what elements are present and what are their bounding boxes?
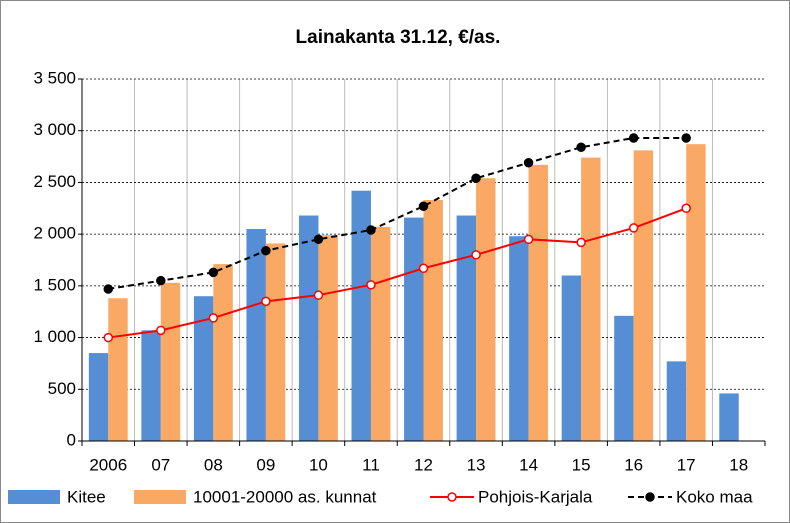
y-tick-label: 1 000 — [33, 327, 76, 346]
bar — [581, 157, 601, 441]
line-marker — [156, 325, 166, 336]
line-marker — [628, 223, 639, 233]
x-tick-label: 12 — [414, 455, 433, 474]
line-marker — [313, 234, 324, 245]
x-tick-label: 16 — [624, 455, 643, 474]
line-marker — [523, 234, 534, 245]
bar — [614, 315, 634, 441]
legend-label: 10001-20000 as. kunnat — [193, 487, 377, 506]
series-line — [108, 207, 687, 339]
x-tick-label: 09 — [256, 455, 275, 474]
bar — [193, 296, 214, 441]
line-marker — [471, 250, 481, 260]
bar — [88, 353, 109, 441]
bar — [141, 330, 161, 441]
line-marker — [103, 284, 114, 294]
line-marker — [366, 280, 376, 290]
line-marker — [418, 263, 429, 274]
bar — [686, 144, 706, 441]
x-tick-label: 11 — [362, 455, 380, 474]
x-tick-label: 2006 — [89, 455, 127, 474]
x-tick-label: 18 — [729, 455, 748, 474]
line-marker — [156, 275, 166, 286]
line-marker — [471, 173, 481, 184]
bar — [528, 164, 549, 442]
bar — [666, 361, 687, 441]
y-tick-label: 500 — [48, 379, 76, 398]
x-tick-label: 17 — [677, 455, 696, 474]
line-marker — [208, 267, 219, 278]
legend-marker — [447, 492, 457, 502]
bar — [108, 298, 128, 441]
y-tick-label: 3 000 — [33, 120, 76, 139]
legend-label: Kitee — [67, 487, 106, 506]
y-tick-label: 2 500 — [33, 172, 76, 191]
bar — [298, 215, 319, 441]
line-marker — [681, 203, 691, 214]
bar — [318, 235, 338, 441]
y-tick-label: 1 500 — [33, 275, 76, 294]
bar — [351, 190, 371, 441]
x-tick-label: 13 — [467, 455, 486, 474]
line-marker — [103, 332, 114, 343]
line-marker — [208, 313, 219, 323]
bar — [719, 393, 739, 441]
bar — [160, 282, 181, 441]
legend-marker — [645, 492, 655, 502]
legend-swatch — [8, 490, 60, 504]
line-marker — [576, 142, 586, 153]
legend-label: Koko maa — [676, 487, 753, 506]
bar — [456, 215, 477, 441]
line-marker — [366, 225, 376, 235]
line-marker — [681, 133, 691, 143]
bar — [509, 236, 529, 441]
chart-title: Lainakanta 31.12, €/as. — [296, 27, 501, 48]
line-marker — [576, 237, 586, 248]
line-marker — [418, 201, 429, 211]
bar — [423, 200, 443, 441]
x-tick-label: 10 — [309, 455, 328, 474]
line-marker — [261, 245, 271, 256]
bar — [213, 264, 233, 441]
bar — [633, 150, 654, 441]
x-tick-label: 07 — [151, 455, 170, 474]
line-marker — [523, 158, 534, 168]
line-marker — [261, 296, 271, 307]
x-tick-label: 14 — [519, 455, 538, 474]
y-tick-label: 0 — [67, 430, 76, 449]
x-tick-label: 08 — [204, 455, 223, 474]
line-marker — [313, 290, 324, 300]
bar — [370, 226, 391, 441]
y-tick-label: 3 500 — [33, 68, 76, 87]
legend-label: Pohjois-Karjala — [478, 487, 593, 506]
series-line — [108, 136, 687, 290]
y-tick-label: 2 000 — [33, 224, 76, 243]
legend-swatch — [134, 490, 186, 504]
bar — [561, 275, 582, 441]
line-marker — [628, 133, 639, 143]
bar — [246, 228, 266, 441]
bar — [265, 243, 286, 441]
x-tick-label: 15 — [572, 455, 591, 474]
bar — [476, 178, 496, 441]
bar — [404, 217, 424, 441]
